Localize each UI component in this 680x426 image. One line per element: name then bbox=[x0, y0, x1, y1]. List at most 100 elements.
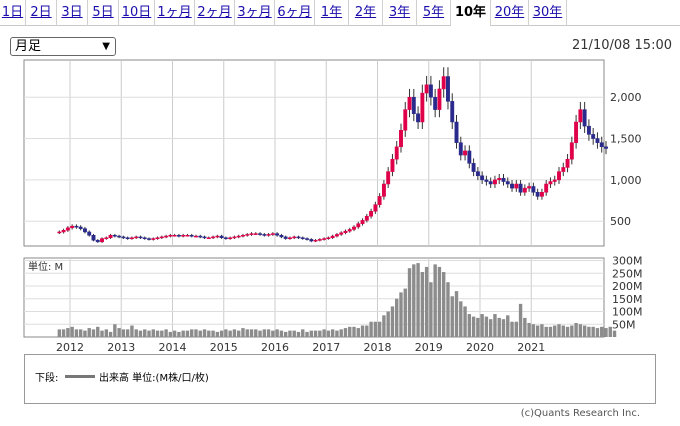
volume-bar-82 bbox=[407, 268, 412, 337]
candle-body-83 bbox=[411, 96, 416, 114]
candle-body-82 bbox=[407, 96, 412, 110]
volume-bar-81 bbox=[403, 288, 407, 337]
tab-14[interactable]: 20年 bbox=[491, 0, 529, 26]
candle-body-88 bbox=[433, 96, 438, 110]
candle-body-98 bbox=[475, 171, 480, 176]
volume-bar-0 bbox=[57, 329, 62, 337]
volume-bar-20 bbox=[143, 329, 147, 337]
candle-body-57 bbox=[300, 237, 305, 239]
volume-bar-111 bbox=[531, 324, 536, 337]
tab-4[interactable]: 10日 bbox=[119, 0, 155, 26]
candle-body-92 bbox=[450, 101, 455, 123]
candle-body-0 bbox=[57, 231, 62, 234]
volume-bar-98 bbox=[476, 317, 480, 337]
volume-bar-49 bbox=[266, 329, 271, 337]
tab-2[interactable]: 3日 bbox=[57, 0, 88, 26]
candle-body-39 bbox=[223, 237, 228, 239]
volume-bar-33 bbox=[198, 330, 202, 337]
volume-bar-26 bbox=[168, 331, 173, 337]
tab-10[interactable]: 2年 bbox=[349, 0, 383, 26]
tab-11[interactable]: 3年 bbox=[383, 0, 417, 26]
candle-body-103 bbox=[497, 177, 502, 181]
volume-bar-53 bbox=[283, 331, 288, 337]
volume-tick-label-50: 50M bbox=[612, 318, 636, 331]
volume-bar-105 bbox=[506, 315, 510, 337]
candle-body-27 bbox=[172, 235, 177, 237]
candle-body-119 bbox=[565, 158, 570, 168]
volume-bar-22 bbox=[151, 329, 155, 337]
volume-bar-5 bbox=[78, 329, 83, 337]
volume-bar-12 bbox=[108, 331, 113, 337]
candle-body-85 bbox=[420, 92, 425, 123]
x-tick-label-2013: 2013 bbox=[107, 341, 135, 354]
candle-body-33 bbox=[198, 235, 203, 238]
price-panel-frame bbox=[23, 59, 605, 247]
candle-body-89 bbox=[437, 88, 442, 110]
price-tick-label-2000: 2,000 bbox=[610, 91, 642, 104]
candle-body-44 bbox=[245, 234, 250, 236]
tab-8[interactable]: 6ヶ月 bbox=[275, 0, 315, 26]
tab-5[interactable]: 1ヶ月 bbox=[155, 0, 195, 26]
candle-body-72 bbox=[364, 215, 369, 221]
candle-body-65 bbox=[334, 234, 339, 237]
volume-bar-1 bbox=[61, 329, 66, 337]
volume-bar-58 bbox=[305, 331, 309, 337]
period-select[interactable]: 月足 ▼ bbox=[10, 37, 116, 56]
volume-bar-118 bbox=[561, 325, 565, 337]
tab-1[interactable]: 2日 bbox=[26, 0, 57, 26]
candle-body-91 bbox=[446, 76, 450, 102]
volume-bar-73 bbox=[369, 321, 373, 337]
candle-body-93 bbox=[454, 121, 459, 143]
tab-13[interactable]: 10年 bbox=[451, 0, 491, 26]
candle-body-18 bbox=[134, 236, 139, 239]
volume-bar-51 bbox=[275, 329, 279, 337]
candle-body-90 bbox=[441, 76, 446, 90]
tab-3[interactable]: 5日 bbox=[88, 0, 119, 26]
volume-bar-103 bbox=[497, 317, 501, 337]
volume-bar-96 bbox=[467, 314, 472, 337]
candle-body-112 bbox=[535, 192, 540, 197]
period-select-value: 月足 bbox=[15, 39, 42, 54]
volume-bar-35 bbox=[207, 330, 211, 337]
tab-6[interactable]: 2ヶ月 bbox=[195, 0, 235, 26]
candle-body-104 bbox=[501, 177, 506, 182]
candle-body-34 bbox=[202, 236, 207, 239]
volume-bar-100 bbox=[484, 316, 489, 337]
candle-body-30 bbox=[185, 235, 190, 237]
candle-body-67 bbox=[343, 230, 348, 234]
chevron-down-icon: ▼ bbox=[102, 41, 110, 52]
tab-15[interactable]: 30年 bbox=[529, 0, 567, 26]
candle-body-13 bbox=[112, 235, 117, 237]
candle-body-29 bbox=[181, 235, 186, 237]
volume-bar-8 bbox=[91, 329, 96, 337]
candle-body-17 bbox=[129, 237, 134, 239]
tab-12[interactable]: 5年 bbox=[417, 0, 451, 26]
candle-body-77 bbox=[386, 171, 391, 185]
candle-body-66 bbox=[339, 232, 344, 235]
tab-0[interactable]: 1日 bbox=[0, 0, 26, 26]
candle-body-62 bbox=[322, 238, 327, 240]
legend-volume-label: 出来高 単位:(M株/口/枚) bbox=[99, 373, 209, 384]
tab-9[interactable]: 1年 bbox=[315, 0, 349, 26]
volume-bar-24 bbox=[160, 330, 164, 337]
volume-bar-75 bbox=[377, 321, 382, 337]
candle-body-36 bbox=[211, 236, 216, 239]
volume-bar-74 bbox=[373, 321, 378, 337]
volume-bar-72 bbox=[365, 325, 369, 337]
volume-bar-87 bbox=[429, 282, 433, 337]
candle-body-53 bbox=[283, 236, 288, 239]
candle-body-120 bbox=[569, 142, 574, 160]
candle-body-11 bbox=[104, 237, 109, 239]
legend-box: 下段: 出来高 単位:(M株/口/枚) bbox=[24, 354, 656, 404]
candle-body-47 bbox=[258, 233, 263, 235]
volume-bar-68 bbox=[348, 326, 352, 337]
volume-bar-84 bbox=[416, 263, 420, 337]
candle-body-59 bbox=[309, 239, 314, 242]
volume-bar-65 bbox=[335, 330, 339, 337]
volume-bar-40 bbox=[228, 330, 232, 337]
tab-7[interactable]: 3ヶ月 bbox=[235, 0, 275, 26]
volume-bar-55 bbox=[292, 330, 296, 337]
volume-bar-18 bbox=[134, 329, 138, 337]
volume-bar-113 bbox=[540, 324, 544, 337]
candle-body-22 bbox=[151, 238, 156, 240]
